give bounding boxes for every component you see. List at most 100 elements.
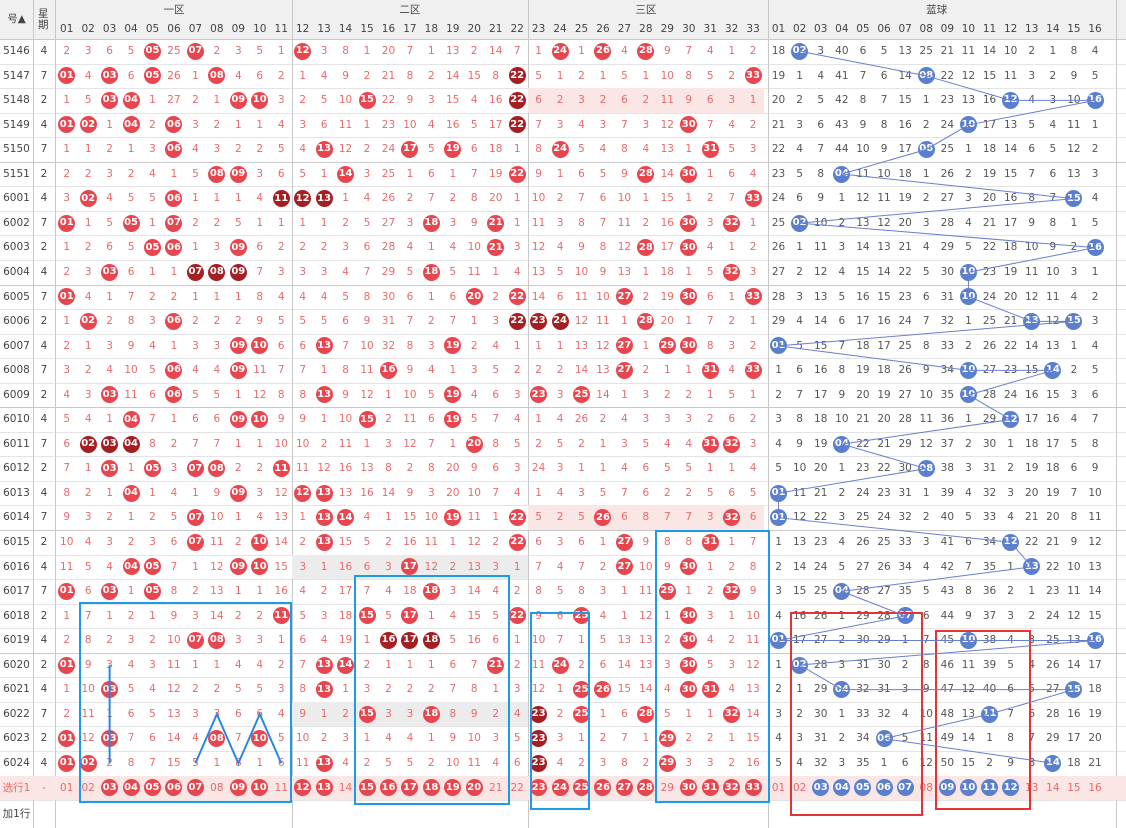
select-red-21[interactable]: 21 — [489, 781, 503, 794]
blue-miss-count: 12 — [814, 265, 828, 278]
select-blue-07[interactable]: 07 — [895, 776, 916, 801]
weekday-value: 7 — [40, 585, 48, 598]
select-red-ball: 19 — [444, 779, 462, 797]
select-blue-08[interactable]: 08 — [919, 781, 933, 794]
select-red-31[interactable]: 31 — [700, 776, 721, 801]
select-red-12[interactable]: 12 — [292, 776, 313, 801]
red-miss-count: 7 — [621, 118, 628, 131]
row-divider — [0, 628, 1126, 630]
red-ball-mark: 18 — [422, 631, 440, 649]
select-blue-15[interactable]: 15 — [1067, 781, 1081, 794]
select-blue-11[interactable]: 11 — [979, 776, 1000, 801]
red-ball-mark: 16 — [379, 361, 397, 379]
red-miss-count: 3 — [106, 167, 113, 180]
blue-miss-count: 3 — [1070, 388, 1078, 401]
select-blue-12[interactable]: 12 — [1000, 776, 1021, 801]
select-red-19[interactable]: 19 — [442, 776, 463, 801]
select-red-28[interactable]: 28 — [635, 776, 656, 801]
red-ball: 10 — [249, 530, 270, 555]
select-red-09[interactable]: 09 — [228, 776, 249, 801]
select-red-18[interactable]: 18 — [421, 776, 442, 801]
blue-miss-count: 3 — [965, 462, 972, 475]
blue-col-header: 08 — [919, 23, 933, 36]
select-blue-09[interactable]: 09 — [937, 776, 958, 801]
select-red-27[interactable]: 27 — [614, 776, 635, 801]
red-miss-count: 2 — [663, 486, 671, 499]
select-red-01[interactable]: 01 — [60, 781, 74, 794]
select-red-13[interactable]: 13 — [313, 776, 334, 801]
red-miss-count: 2 — [84, 241, 92, 254]
select-red-05[interactable]: 05 — [142, 776, 163, 801]
select-row-label[interactable]: 选行1 — [2, 781, 31, 794]
red-ball: 22 — [506, 113, 527, 138]
select-blue-13[interactable]: 13 — [1025, 781, 1039, 794]
select-blue-16[interactable]: 16 — [1088, 781, 1102, 794]
red-miss-count: 7 — [213, 437, 221, 450]
red-miss-count: 3 — [492, 560, 500, 573]
blue-miss-count: 27 — [771, 265, 786, 278]
select-red-30[interactable]: 30 — [678, 776, 699, 801]
red-ball: 27 — [614, 358, 635, 383]
red-miss-count: 1 — [234, 388, 242, 401]
red-ball: 33 — [742, 64, 763, 89]
red-ball: 16 — [378, 358, 399, 383]
select-red-03[interactable]: 03 — [99, 776, 120, 801]
select-red-14[interactable]: 14 — [338, 781, 353, 794]
select-red-16[interactable]: 16 — [378, 776, 399, 801]
red-ball: 19 — [442, 505, 463, 530]
red-miss-count: 2 — [728, 560, 735, 573]
zone-divider — [1116, 0, 1117, 828]
red-miss-count: 2 — [170, 290, 178, 303]
red-miss-count: 3 — [449, 216, 457, 229]
red-miss-count: 5 — [213, 388, 221, 401]
red-miss-count: 2 — [234, 609, 242, 622]
red-ball: 17 — [399, 137, 420, 162]
select-red-11[interactable]: 11 — [274, 781, 288, 794]
red-ball: 09 — [228, 481, 249, 506]
select-red-25[interactable]: 25 — [571, 776, 592, 801]
select-red-06[interactable]: 06 — [163, 776, 184, 801]
select-red-24[interactable]: 24 — [549, 776, 570, 801]
red-ball: 24 — [549, 309, 570, 334]
select-blue-02[interactable]: 02 — [792, 781, 807, 794]
select-red-04[interactable]: 04 — [120, 776, 141, 801]
select-red-07[interactable]: 07 — [185, 776, 206, 801]
select-red-32[interactable]: 32 — [721, 776, 742, 801]
red-ball: 07 — [185, 456, 206, 481]
red-miss-count: 4 — [234, 658, 242, 671]
select-red-22[interactable]: 22 — [510, 781, 524, 794]
red-miss-count: 5 — [363, 536, 371, 549]
red-miss-count: 5 — [663, 707, 671, 720]
select-red-08[interactable]: 08 — [210, 781, 224, 794]
select-red-10[interactable]: 10 — [249, 776, 270, 801]
select-blue-01[interactable]: 01 — [771, 781, 786, 794]
red-miss-count: 13 — [617, 265, 632, 278]
select-red-17[interactable]: 17 — [399, 776, 420, 801]
select-red-15[interactable]: 15 — [356, 776, 377, 801]
blue-miss-count: 6 — [901, 756, 909, 769]
select-red-02[interactable]: 02 — [81, 781, 95, 794]
select-blue-14[interactable]: 14 — [1046, 781, 1060, 794]
add-row-button[interactable]: 加1行 — [2, 808, 31, 821]
red-ball-mark: 08 — [208, 263, 226, 281]
select-blue-03[interactable]: 03 — [810, 776, 831, 801]
blue-ball-mark: 08 — [917, 460, 935, 478]
select-blue-04[interactable]: 04 — [831, 776, 852, 801]
select-red-33[interactable]: 33 — [742, 776, 763, 801]
issue-number: 6018 — [3, 609, 30, 622]
select-red-20[interactable]: 20 — [464, 776, 485, 801]
red-miss-count: 1 — [556, 683, 564, 696]
select-blue-06[interactable]: 06 — [874, 776, 895, 801]
blue-miss-count: 9 — [859, 118, 867, 131]
sort-issue-header[interactable]: 号▲ — [7, 13, 26, 26]
select-blue-10[interactable]: 10 — [958, 776, 979, 801]
red-ball-mark: 01 — [58, 288, 76, 306]
blue-miss-count: 1 — [838, 192, 846, 205]
select-red-26[interactable]: 26 — [592, 776, 613, 801]
select-red-23[interactable]: 23 — [528, 776, 549, 801]
red-miss-count: 4 — [642, 143, 650, 156]
select-red-29[interactable]: 29 — [660, 781, 674, 794]
blue-miss-count: 10 — [1025, 241, 1039, 254]
select-blue-05[interactable]: 05 — [852, 776, 873, 801]
blue-miss-count: 36 — [982, 585, 997, 598]
